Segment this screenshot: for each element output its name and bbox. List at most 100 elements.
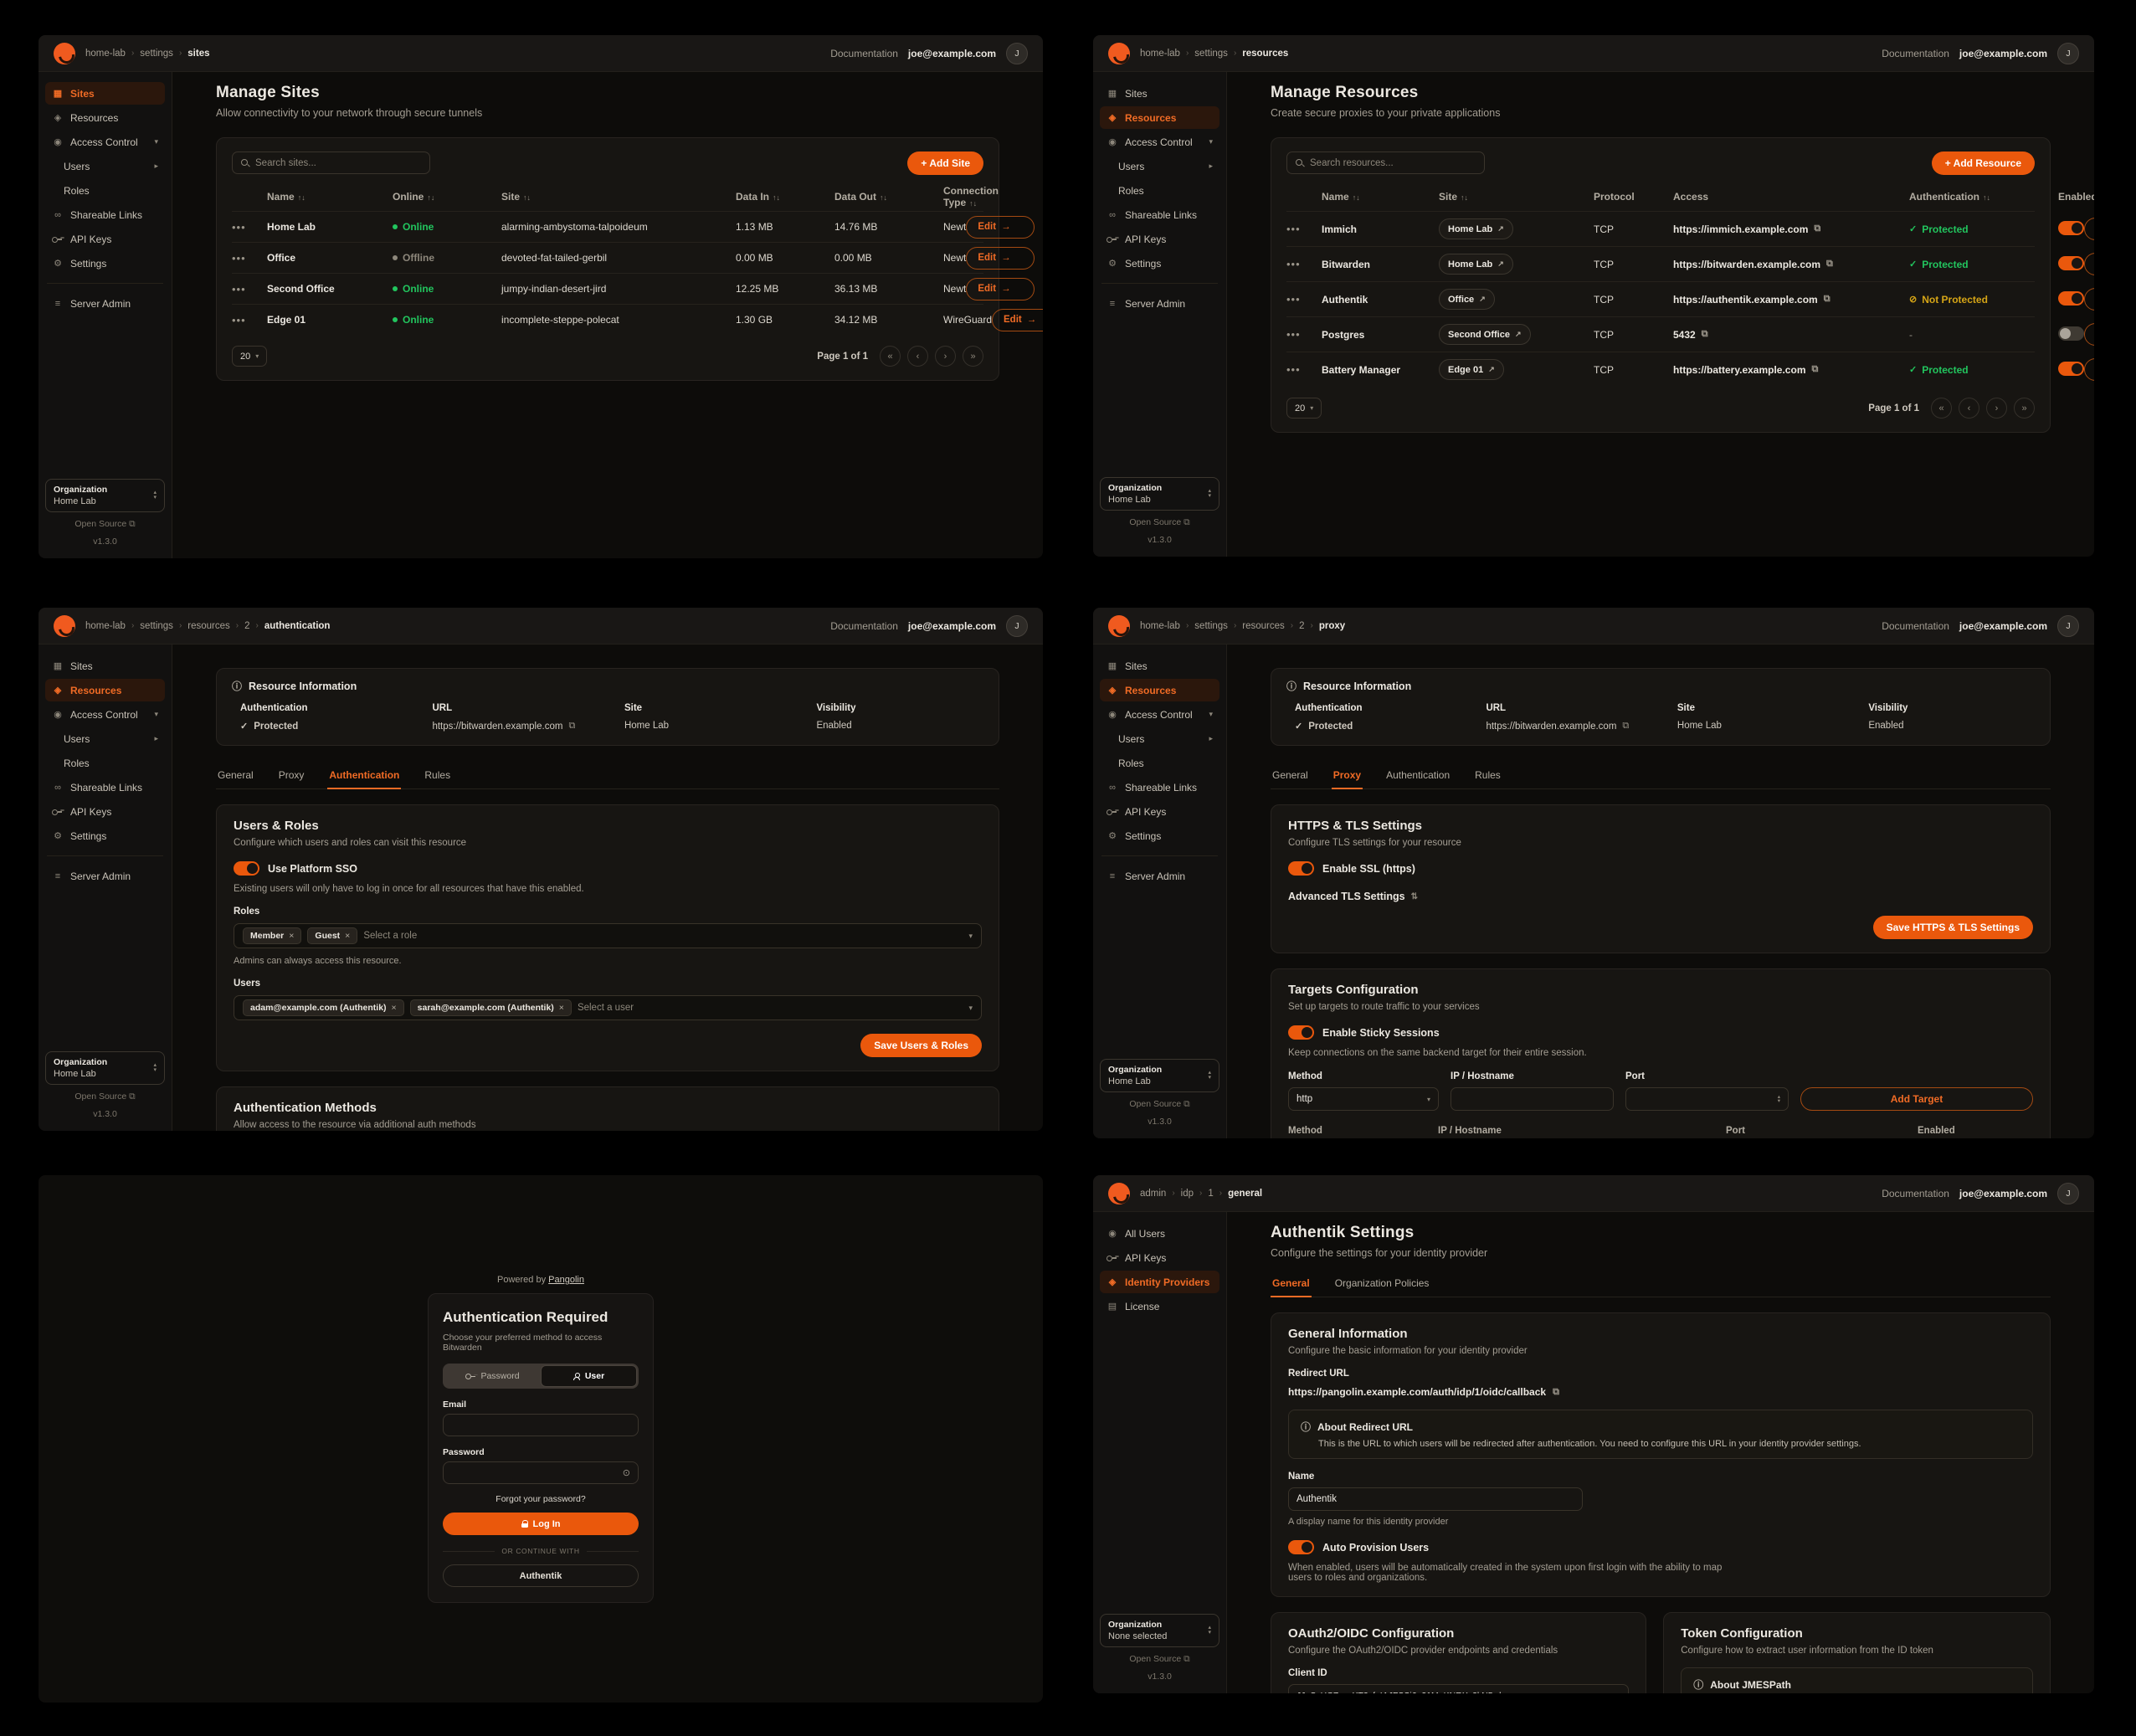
sidebar-item-shareable-links[interactable]: ∞ Shareable Links xyxy=(1100,776,1219,799)
save-users-roles-button[interactable]: Save Users & Roles xyxy=(860,1034,982,1057)
site-link-pill[interactable]: Second Office ↗ xyxy=(1439,324,1531,345)
enabled-toggle[interactable] xyxy=(2058,220,2084,235)
add-resource-button[interactable]: + Add Resource xyxy=(1931,152,2035,175)
copy-icon[interactable]: ⧉ xyxy=(1823,294,1830,304)
tab-password[interactable]: Password xyxy=(444,1365,541,1387)
forgot-password-link[interactable]: Forgot your password? xyxy=(495,1494,586,1504)
client-id-input[interactable]: JJoSvHCZcxnXT2sfoIAJFSSj6a21MuKNRXs3kN5w… xyxy=(1288,1684,1630,1693)
site-link-pill[interactable]: Home Lab ↗ xyxy=(1439,254,1513,275)
edit-button[interactable]: Edit→ xyxy=(2084,323,2094,346)
enable-ssl-toggle[interactable] xyxy=(1288,861,1314,876)
search-box[interactable] xyxy=(1286,152,1485,174)
next-page-button[interactable]: › xyxy=(1986,398,2007,419)
tab-general[interactable]: General xyxy=(1271,1272,1312,1297)
avatar[interactable]: J xyxy=(2057,1182,2079,1204)
row-menu-icon[interactable]: ••• xyxy=(1286,223,1301,235)
user-chip[interactable]: sarah@example.com (Authentik) × xyxy=(409,999,572,1016)
sidebar-item-access-control[interactable]: ◉ Access Control ▾ xyxy=(1100,703,1219,726)
close-icon[interactable]: × xyxy=(289,931,295,941)
open-source-link[interactable]: Open Source ⧉ xyxy=(74,1091,136,1102)
avatar[interactable]: J xyxy=(1006,42,1028,64)
column-header[interactable]: Name ↑↓ xyxy=(1322,191,1360,203)
user-email[interactable]: joe@example.com xyxy=(1959,47,2047,59)
sidebar-item-resources[interactable]: ◈ Resources xyxy=(1100,679,1219,701)
column-header[interactable]: Data Out ↑↓ xyxy=(834,191,888,203)
documentation-link[interactable]: Documentation xyxy=(1882,1187,1949,1199)
pangolin-logo-icon[interactable] xyxy=(54,42,75,64)
close-icon[interactable]: × xyxy=(345,931,351,941)
enabled-toggle[interactable] xyxy=(2058,361,2084,376)
row-menu-icon[interactable]: ••• xyxy=(232,251,246,265)
open-source-link[interactable]: Open Source ⧉ xyxy=(1129,1099,1190,1109)
edit-button[interactable]: Edit→ xyxy=(966,215,1035,239)
pangolin-logo-icon[interactable] xyxy=(54,614,75,637)
sidebar-item-shareable-links[interactable]: ∞ Shareable Links xyxy=(45,776,165,799)
organization-selector[interactable]: Organization Home Lab ▴ ▾ xyxy=(1100,1059,1219,1092)
column-header[interactable]: Site ↑↓ xyxy=(1439,191,1469,203)
save-https-tls-button[interactable]: Save HTTPS & TLS Settings xyxy=(1872,916,2033,939)
sidebar-item-sites[interactable]: ▦ Sites xyxy=(53,660,93,672)
breadcrumb-item[interactable]: settings xyxy=(1194,48,1228,59)
user-email[interactable]: joe@example.com xyxy=(907,47,996,59)
add-site-button[interactable]: + Add Site xyxy=(907,152,983,175)
sidebar-item-settings[interactable]: ⚙ Settings xyxy=(1100,252,1219,275)
breadcrumb-item[interactable]: settings xyxy=(1194,620,1228,631)
eye-icon[interactable]: ⊙ xyxy=(622,1468,630,1478)
breadcrumb-item[interactable]: 1 xyxy=(1208,1188,1214,1199)
row-menu-icon[interactable]: ••• xyxy=(1286,293,1301,306)
sidebar-item-server-admin[interactable]: ≡ Server Admin xyxy=(45,292,165,315)
first-page-button[interactable]: « xyxy=(1931,398,1952,419)
sidebar-item-resources[interactable]: ◈ Resources xyxy=(45,106,165,129)
tab-general[interactable]: General xyxy=(1272,769,1308,781)
page-size-select[interactable]: 20 ▾ xyxy=(1286,398,1322,419)
tab-authentication[interactable]: Authentication xyxy=(327,764,402,789)
open-source-link[interactable]: Open Source ⧉ xyxy=(1129,517,1190,527)
copy-icon[interactable]: ⧉ xyxy=(1814,223,1821,234)
user-email[interactable]: joe@example.com xyxy=(1959,1187,2047,1199)
role-chip[interactable]: Member × xyxy=(243,927,302,944)
authentik-sso-button[interactable]: Authentik xyxy=(443,1564,639,1587)
documentation-link[interactable]: Documentation xyxy=(830,619,898,632)
tab-general[interactable]: General xyxy=(218,769,254,781)
sidebar-item-roles[interactable]: Roles xyxy=(64,757,90,769)
copy-icon[interactable]: ⧉ xyxy=(1701,329,1708,339)
copy-icon[interactable]: ⧉ xyxy=(568,721,576,731)
stepper-icon[interactable]: ▴ ▾ xyxy=(1777,1093,1780,1104)
sidebar-item-roles[interactable]: Roles xyxy=(1118,757,1144,769)
column-header[interactable]: Name ↑↓ xyxy=(267,191,306,203)
sidebar-item-license[interactable]: ▤ License xyxy=(1107,1300,1160,1312)
avatar[interactable]: J xyxy=(2057,42,2079,64)
sidebar-item-sites[interactable]: ▦ Sites xyxy=(1107,87,1148,100)
breadcrumb-item[interactable]: home-lab xyxy=(1140,48,1180,59)
email-field[interactable] xyxy=(443,1414,639,1436)
edit-button[interactable]: Edit→ xyxy=(992,308,1043,331)
pangolin-link[interactable]: Pangolin xyxy=(548,1275,584,1285)
tab-user[interactable]: User xyxy=(541,1365,637,1387)
breadcrumb-item[interactable]: settings xyxy=(140,620,173,631)
organization-selector[interactable]: Organization Home Lab ▴ ▾ xyxy=(1100,477,1219,511)
next-page-button[interactable]: › xyxy=(935,346,956,367)
organization-selector[interactable]: Organization Home Lab ▴ ▾ xyxy=(45,1051,165,1085)
breadcrumb-item[interactable]: admin xyxy=(1140,1188,1167,1199)
sidebar-item-users[interactable]: Users ▸ xyxy=(64,732,158,745)
row-menu-icon[interactable]: ••• xyxy=(232,313,246,326)
pangolin-logo-icon[interactable] xyxy=(1108,1182,1130,1204)
sidebar-item-identity-providers[interactable]: ◈ Identity Providers xyxy=(1100,1271,1219,1293)
tab-rules[interactable]: Rules xyxy=(424,769,451,781)
copy-icon[interactable]: ⧉ xyxy=(1826,259,1833,269)
enabled-toggle[interactable] xyxy=(2058,255,2084,270)
edit-button[interactable]: Edit→ xyxy=(2084,218,2094,240)
column-header[interactable]: Authentication ↑↓ xyxy=(1909,191,1990,203)
sidebar-item-settings[interactable]: ⚙ Settings xyxy=(45,252,165,275)
avatar[interactable]: J xyxy=(1006,614,1028,637)
row-menu-icon[interactable]: ••• xyxy=(232,282,246,295)
documentation-link[interactable]: Documentation xyxy=(1882,47,1949,59)
sidebar-item-roles[interactable]: Roles xyxy=(1118,184,1144,197)
users-combobox[interactable]: adam@example.com (Authentik) × sarah@exam… xyxy=(234,995,982,1020)
last-page-button[interactable]: » xyxy=(963,346,983,367)
log-in-button[interactable]: Log In xyxy=(443,1513,639,1535)
open-source-link[interactable]: Open Source ⧉ xyxy=(74,519,136,529)
copy-icon[interactable]: ⧉ xyxy=(1622,721,1630,731)
documentation-link[interactable]: Documentation xyxy=(1882,619,1949,632)
sidebar-item-api-keys[interactable]: API Keys xyxy=(1100,800,1219,823)
